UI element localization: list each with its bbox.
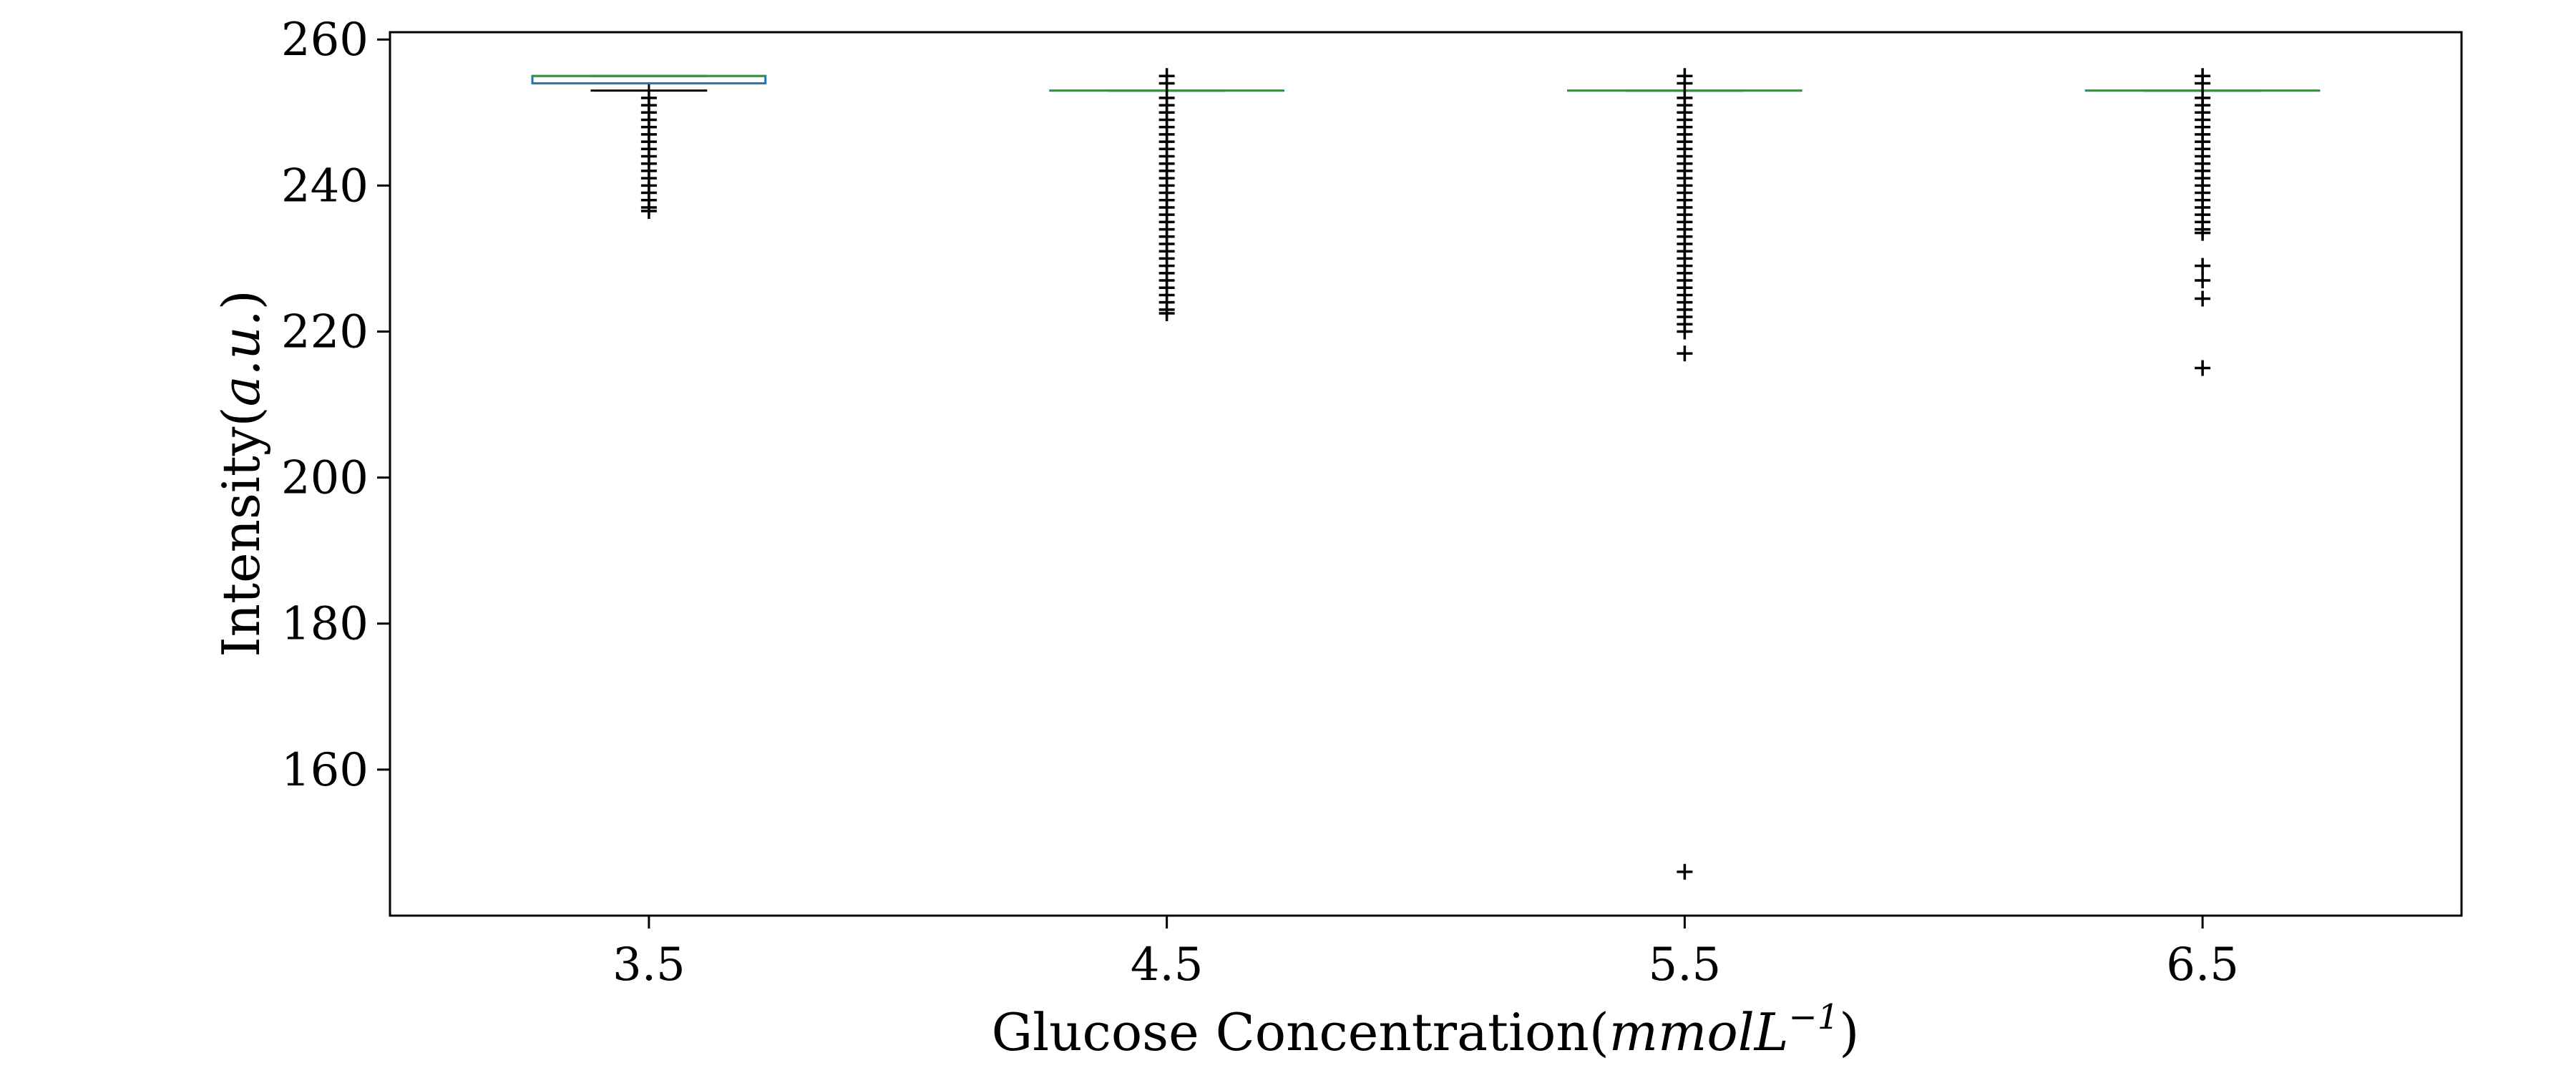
box-group-5.5: [1567, 68, 1802, 880]
x-tick-label: 6.5: [2166, 939, 2239, 991]
y-tick-label: 200: [281, 452, 369, 505]
plot-marks: [531, 68, 2321, 880]
outlier-point: [2195, 75, 2211, 92]
y-tick-label: 240: [281, 160, 369, 212]
outlier-point: [1677, 346, 1693, 362]
outlier-point: [2195, 225, 2211, 241]
outlier-point: [2195, 273, 2211, 289]
y-tick-label: 220: [281, 305, 369, 358]
outlier-point: [2195, 360, 2211, 376]
outlier-point: [1158, 305, 1175, 321]
box-group-4.5: [1049, 68, 1284, 321]
y-tick-label: 180: [281, 598, 369, 651]
plot-frame: [389, 31, 2463, 917]
x-tick-label: 3.5: [613, 939, 686, 991]
x-tick-label: 5.5: [1648, 939, 1721, 991]
box-group-6.5: [2084, 68, 2321, 376]
y-axis-label: Intensity(a.u.): [211, 290, 271, 657]
outlier-point: [1158, 75, 1175, 92]
outlier-point: [1677, 75, 1693, 92]
outlier-point: [2195, 258, 2211, 274]
y-tick-label: 260: [281, 14, 369, 67]
x-axis: 3.5 4.5 5.5 6.5: [613, 916, 2239, 991]
outlier-point: [2195, 290, 2211, 307]
y-axis: 160 180 200 220 240 260: [281, 14, 390, 797]
box: [531, 74, 767, 84]
box-group-3.5: [531, 74, 767, 220]
outlier-point: [640, 203, 657, 220]
x-tick-label: 4.5: [1131, 939, 1204, 991]
y-tick-label: 160: [281, 744, 369, 797]
outlier-point: [1677, 863, 1693, 880]
x-axis-label: Glucose Concentration(mmolL−1): [992, 997, 1860, 1062]
outlier-point: [1677, 323, 1693, 340]
